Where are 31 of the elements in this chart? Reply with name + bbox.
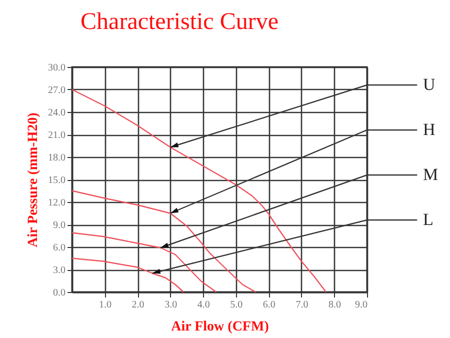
y-axis-title: Air Pessure (mm-H20) [26, 112, 41, 248]
x-tick-label: 8.0 [328, 300, 341, 310]
x-tick-label: 6.0 [262, 300, 276, 310]
y-tick-label: 0.0 [53, 288, 66, 298]
line-series [71, 258, 184, 293]
text: H [423, 120, 436, 139]
text: M [423, 165, 438, 184]
y-tick-label: 30.0 [48, 62, 66, 74]
x-tick-label: 2.0 [132, 300, 144, 310]
chart-title: Characteristic Curve [80, 9, 278, 35]
y-tick-label: 18.0 [48, 152, 66, 164]
text: L [423, 210, 434, 229]
y-tick-label: 15.0 [48, 175, 66, 186]
x-tick-label: 5.0 [230, 300, 243, 310]
y-tick-label: 9.0 [53, 220, 66, 231]
x-tick-label: 4.0 [197, 300, 210, 310]
x-tick-label: 9.0 [355, 300, 368, 310]
x-tick-label: 3.0 [164, 300, 178, 310]
y-tick-label: 24.0 [48, 108, 66, 118]
line-series [71, 232, 217, 293]
y-tick-label: 3.0 [53, 265, 66, 276]
line-series [71, 88, 327, 293]
x-tick-label: 7.0 [296, 300, 308, 310]
y-tick-label: 6.0 [53, 242, 66, 254]
text: U [423, 75, 436, 94]
x-tick-label: 1.0 [99, 300, 112, 310]
x-axis-title: Air Flow (CFM) [171, 320, 270, 334]
y-tick-label: 12.0 [48, 198, 66, 208]
y-tick-label: 27.0 [48, 85, 66, 96]
y-tick-label: 21.0 [48, 130, 66, 141]
line-series [71, 190, 256, 293]
